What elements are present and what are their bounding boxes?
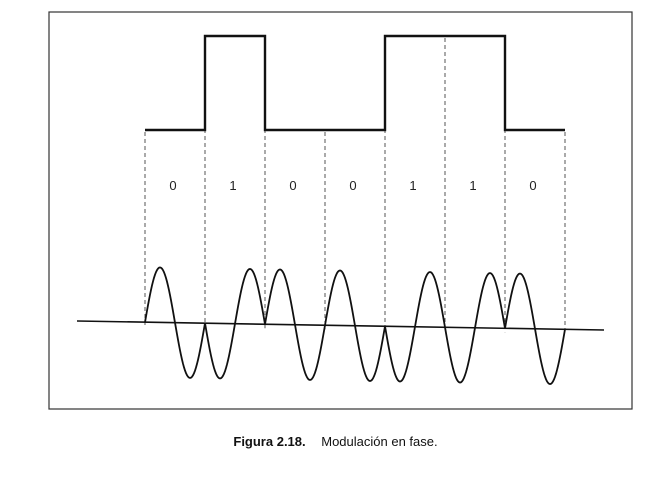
bit-labels: 0 1 0 0 1 1 0: [169, 178, 536, 193]
figure-caption: Figura 2.18. Modulación en fase.: [0, 434, 671, 449]
modulated-carrier: [144, 266, 566, 386]
bit-label: 1: [469, 178, 476, 193]
bit-label: 0: [289, 178, 296, 193]
caption-text: Modulación en fase.: [321, 434, 438, 449]
digital-signal: [145, 34, 565, 132]
bit-label: 0: [169, 178, 176, 193]
bit-label: 0: [349, 178, 356, 193]
bit-label: 1: [409, 178, 416, 193]
caption-number: Figura 2.18.: [233, 434, 306, 449]
time-axis: [76, 320, 605, 331]
figure-frame: [48, 11, 633, 410]
bit-label: 0: [529, 178, 536, 193]
bit-label: 1: [229, 178, 236, 193]
